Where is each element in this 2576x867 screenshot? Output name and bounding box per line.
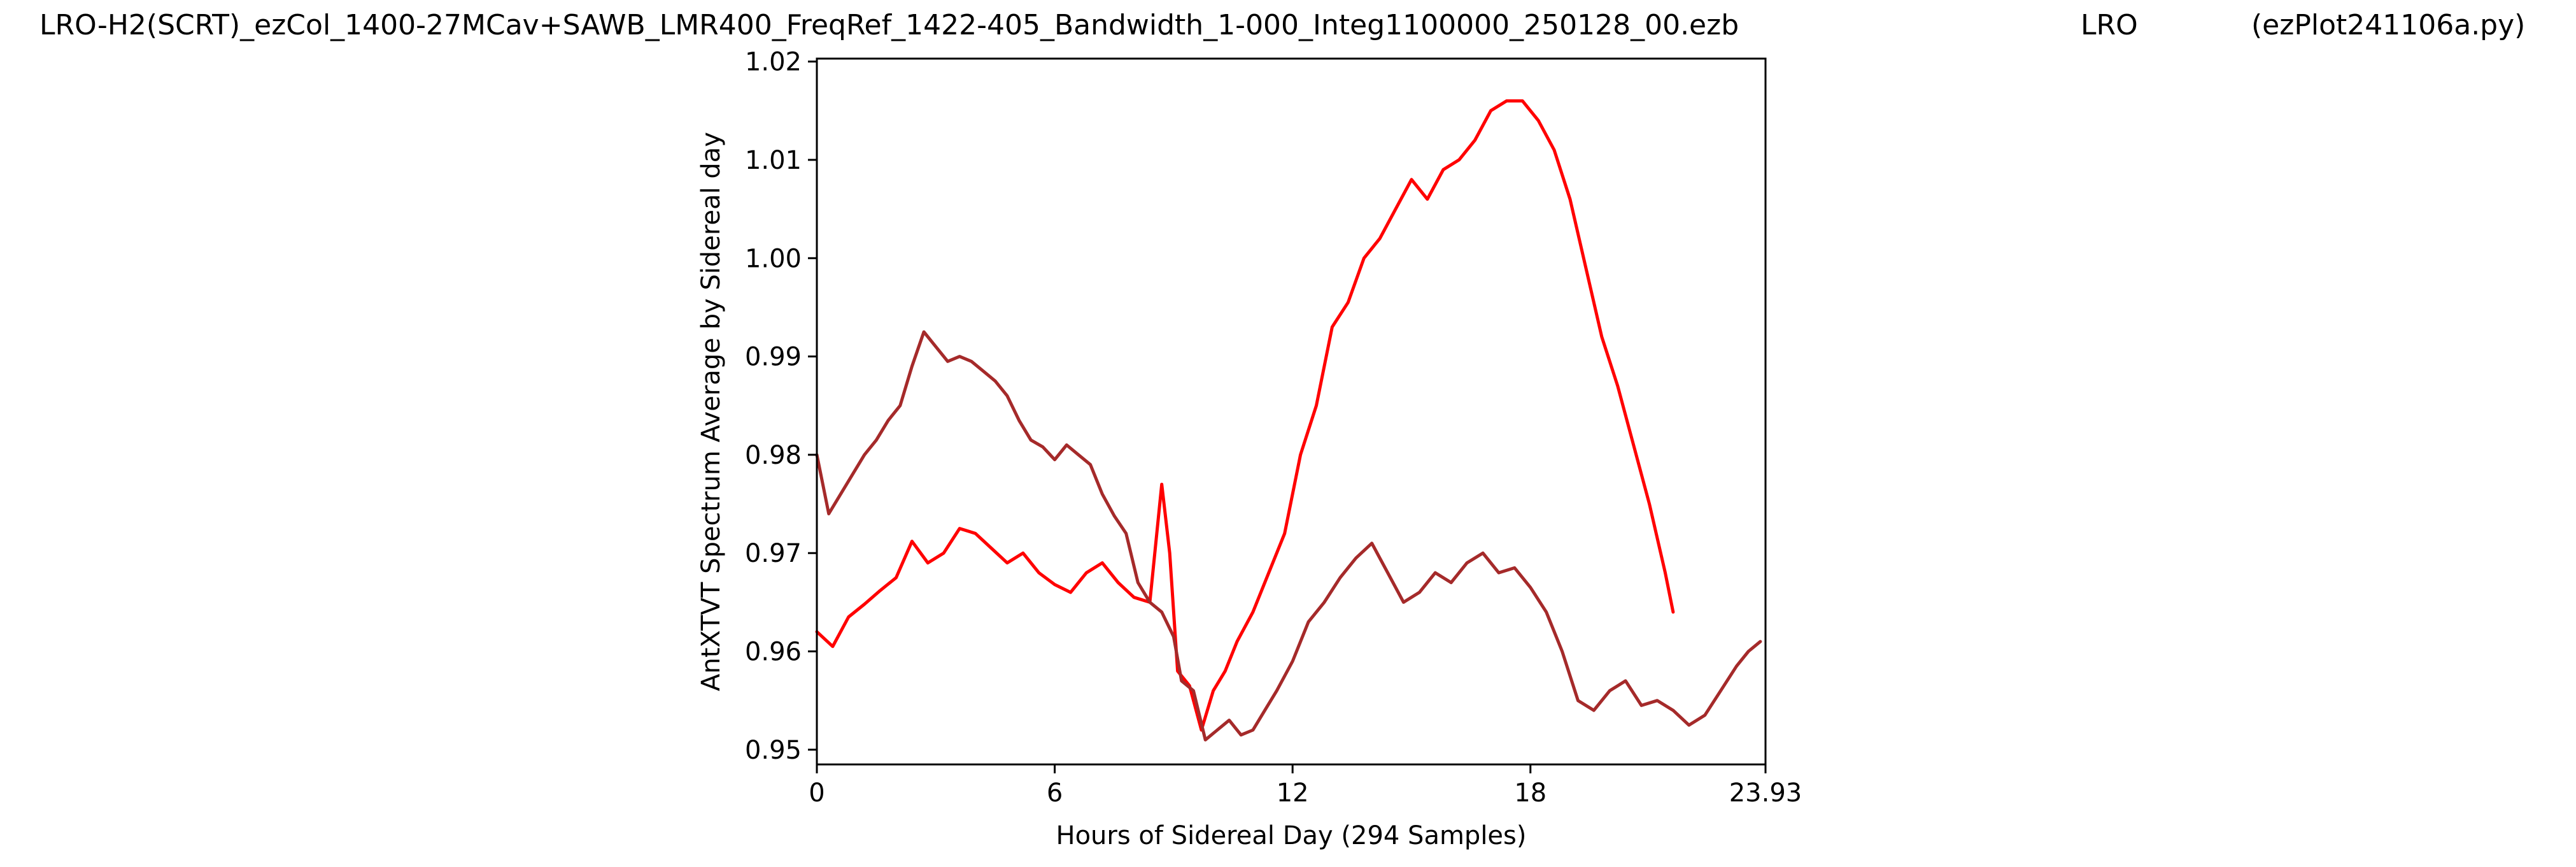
x-tick-label: 18 bbox=[1514, 778, 1546, 808]
x-tick-label: 23.93 bbox=[1729, 778, 1802, 808]
x-tick-label: 6 bbox=[1047, 778, 1063, 808]
series-line-2 bbox=[815, 330, 1762, 742]
y-tick-label: 1.01 bbox=[745, 146, 802, 175]
y-tick-label: 0.98 bbox=[745, 441, 802, 470]
x-axis-label: Hours of Sidereal Day (294 Samples) bbox=[1056, 821, 1527, 850]
axes-frame bbox=[816, 57, 1767, 766]
y-tick-label: 0.96 bbox=[745, 638, 802, 667]
y-tick-label: 1.00 bbox=[745, 244, 802, 273]
y-tick-label: 0.99 bbox=[745, 343, 802, 372]
y-axis-label: AntXTVT Spectrum Average by Sidereal day bbox=[697, 132, 726, 691]
series-line-1 bbox=[815, 99, 1675, 732]
y-tick-label: 0.97 bbox=[745, 539, 802, 568]
series-layer bbox=[815, 99, 1762, 742]
x-tick-label: 12 bbox=[1277, 778, 1309, 808]
ticks-layer: 0 6 12 18 23.93 0.95 0.96 0.97 0.98 0.99 1.00 1.01 1… bbox=[745, 48, 1802, 808]
file-title: LRO-H2(SCRT)_ezCol_1400-27MCav+SAWB_LMR4… bbox=[39, 9, 1739, 41]
x-tick-label: 0 bbox=[809, 778, 824, 808]
script-label: (ezPlot241106a.py) bbox=[2251, 9, 2526, 41]
site-label: LRO bbox=[2081, 9, 2138, 41]
y-tick-label: 0.95 bbox=[745, 736, 802, 765]
y-tick-label: 1.02 bbox=[745, 48, 802, 77]
